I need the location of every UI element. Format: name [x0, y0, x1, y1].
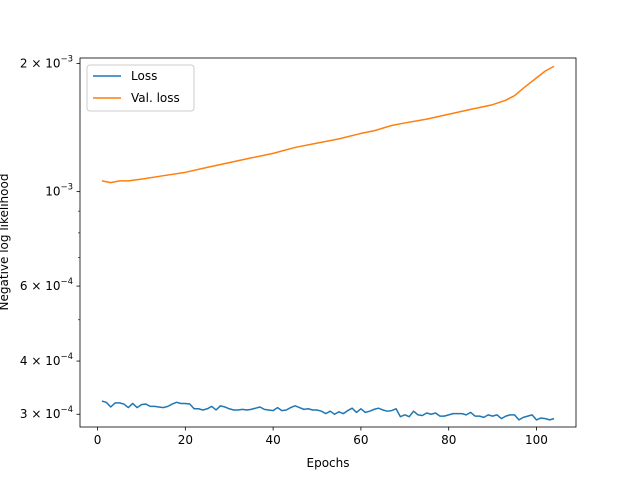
- legend: Loss Val. loss: [86, 64, 195, 112]
- y-axis-label: Negative log likelihood: [0, 174, 11, 311]
- y-tick-label: 2 × 10−3: [20, 54, 73, 70]
- x-tick-label: 20: [178, 433, 193, 447]
- legend-label: Val. loss: [131, 91, 180, 105]
- y-tick-label: 4 × 10−4: [20, 352, 73, 368]
- x-tick-label: 40: [265, 433, 280, 447]
- x-tick-label: 60: [353, 433, 368, 447]
- y-tick-label: 10−3: [45, 183, 73, 199]
- y-tick-label: 6 × 10−4: [20, 277, 73, 293]
- legend-label: Loss: [131, 69, 157, 83]
- plot-area: [101, 65, 555, 421]
- x-tick-label: 80: [441, 433, 456, 447]
- x-tick-label: 0: [94, 433, 102, 447]
- series-line-loss: [101, 400, 555, 421]
- series-line-val-loss: [101, 65, 555, 184]
- x-axis-label: Epochs: [307, 456, 350, 470]
- x-tick-label: 100: [525, 433, 548, 447]
- y-tick-label: 3 × 10−4: [20, 405, 73, 421]
- axes-frame: [79, 57, 577, 428]
- axes: 0 20 40 60 80 100 3 × 10−4 4 × 10−4 6 × 10−4 10−3…: [20, 54, 577, 447]
